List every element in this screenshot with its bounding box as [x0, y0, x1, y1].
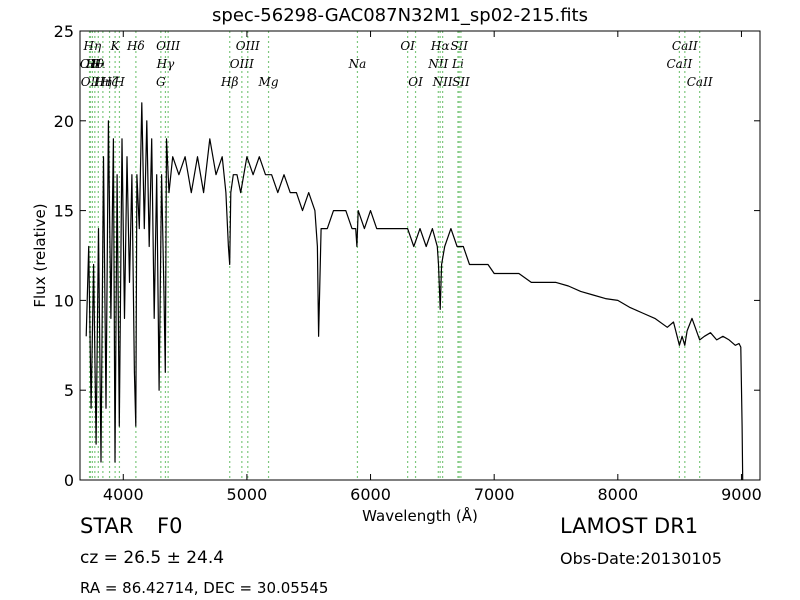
spectrum-line — [85, 102, 744, 481]
line-markers: OIIOIIHηHθHιHηHζKHHδGHγOIIIHβOIIIOIIIMgN… — [80, 31, 713, 480]
y-tick-label: 10 — [54, 291, 74, 310]
line-marker-label: G — [156, 75, 166, 89]
line-marker-label: NII — [432, 75, 453, 89]
x-tick-label: 9000 — [721, 485, 762, 504]
y-tick-label: 15 — [54, 202, 74, 221]
line-marker-label: H — [113, 75, 125, 89]
line-marker-label: Hζ — [100, 75, 119, 89]
x-axis-label: Wavelength (Å) — [362, 506, 478, 525]
line-marker-label: SII — [452, 75, 470, 89]
line-marker-label: Hβ — [220, 75, 238, 89]
class-label: STAR — [80, 514, 134, 538]
line-marker-label: NII — [427, 57, 448, 71]
line-marker-label: Hγ — [156, 57, 175, 71]
line-marker-label: SII — [450, 39, 468, 53]
chart-title: spec-56298-GAC087N32M1_sp02-215.fits — [212, 5, 588, 26]
y-axis-label: Flux (relative) — [31, 203, 49, 307]
line-marker-label: OI — [408, 75, 423, 89]
line-marker-label: Hα — [430, 39, 450, 53]
line-marker-label: Li — [451, 57, 464, 71]
line-marker-label: OIII — [230, 57, 254, 71]
line-marker-label: K — [110, 39, 121, 53]
line-marker-label: Na — [348, 57, 367, 71]
y-tick-label: 5 — [64, 381, 74, 400]
x-tick-label: 6000 — [350, 485, 391, 504]
y-tick-label: 25 — [54, 22, 74, 41]
line-marker-label: CaII — [687, 75, 713, 89]
redshift-text: cz = 26.5 ± 24.4 — [80, 548, 225, 568]
line-marker-label: OI — [400, 39, 415, 53]
line-marker-label: OII — [81, 75, 101, 89]
line-marker-label: Mg — [258, 75, 279, 89]
line-marker-label: Hη — [93, 75, 112, 89]
axis-ticks: 4000 5000 6000 7000 8000 9000 0 5 10 15 20 25 — [54, 22, 762, 504]
line-marker-label: CaII — [672, 39, 698, 53]
line-marker-label: Hι — [90, 57, 106, 71]
x-tick-label: 4000 — [103, 485, 144, 504]
coordinates-text: RA = 86.42714, DEC = 30.05545 — [80, 579, 329, 597]
plot-frame — [79, 30, 761, 481]
line-marker-label: OIII — [236, 39, 260, 53]
x-tick-label: 7000 — [474, 485, 515, 504]
line-marker-label: OIII — [156, 39, 180, 53]
survey-label: LAMOST DR1 — [560, 514, 699, 538]
line-marker-label: Hδ — [126, 39, 145, 53]
subclass-label: F0 — [157, 514, 183, 538]
line-marker-label: CaII — [666, 57, 692, 71]
x-tick-label: 5000 — [227, 485, 268, 504]
obs-date: Obs-Date:20130105 — [560, 549, 722, 568]
line-marker-label: Hθ — [85, 57, 104, 71]
line-marker-label: Hη — [83, 39, 102, 53]
x-tick-label: 8000 — [597, 485, 638, 504]
y-tick-label: 0 — [64, 471, 74, 490]
y-tick-label: 20 — [54, 112, 74, 131]
